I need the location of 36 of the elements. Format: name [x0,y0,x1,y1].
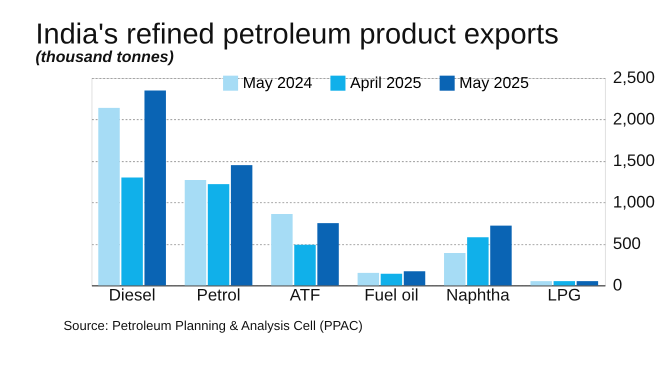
bar [98,108,120,286]
bar [358,272,380,286]
y-tick-label: 2,000 [612,110,655,129]
legend-label: May 2024 [242,74,313,92]
x-tick-label: ATF [290,286,320,305]
legend-label: May 2025 [459,74,530,92]
y-tick-label: 500 [612,234,641,254]
x-tick-label: LPG [547,286,582,305]
bar [121,178,143,286]
bar [208,184,230,286]
bar [530,281,552,286]
bar [144,90,166,286]
bar [467,237,489,286]
chart-title: India's refined petroleum product exports [35,18,559,51]
bar [554,281,576,286]
legend-label: April 2025 [350,74,422,92]
y-tick-label: 1,000 [612,192,655,212]
x-tick-label: Naphtha [446,286,510,305]
bar [444,252,466,286]
bar [576,281,598,286]
bar [317,223,339,286]
bar [294,244,316,286]
y-tick-label: 1,500 [612,151,655,170]
y-tick-label: 2,500 [612,68,655,88]
source-note: Source: Petroleum Planning & Analysis Cell (PPAC) [63,318,363,334]
bar [271,214,293,286]
x-tick-label: Petrol [196,286,240,305]
bar [380,274,402,286]
y-axis-title: (thousand tonnes) [35,49,174,66]
x-tick-label: Fuel oil [364,286,418,305]
bar [184,180,206,286]
bar [404,271,426,286]
x-tick-label: Diesel [108,286,156,305]
bar [490,226,512,286]
y-tick-label: 0 [612,275,622,294]
bar [230,165,252,286]
